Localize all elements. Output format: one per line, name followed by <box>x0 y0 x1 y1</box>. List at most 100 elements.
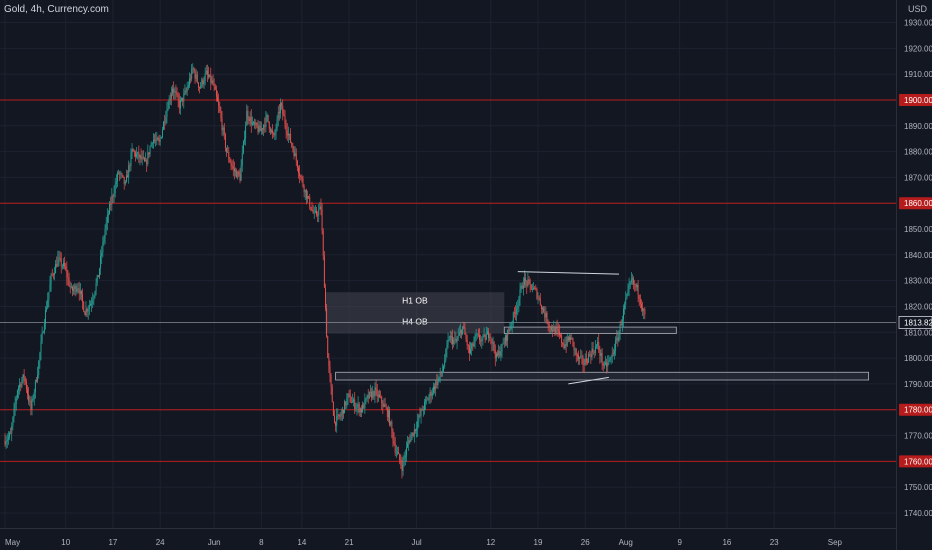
candle-body <box>366 395 368 398</box>
candle-body <box>40 341 42 353</box>
candle <box>173 81 175 100</box>
candle <box>600 349 602 363</box>
candle-body <box>86 308 88 312</box>
candle <box>560 333 561 338</box>
candle-body <box>393 440 395 444</box>
candle <box>465 332 467 343</box>
candle-body <box>485 334 487 341</box>
candle-body <box>615 340 617 351</box>
candle <box>308 195 310 199</box>
candle-body <box>214 86 216 90</box>
candle-body <box>12 417 14 427</box>
candle-body <box>489 336 491 338</box>
candle-body <box>244 138 245 141</box>
level-price-tag <box>899 93 932 106</box>
candle <box>338 414 340 420</box>
candle <box>512 311 514 329</box>
candle <box>301 174 303 183</box>
candle-body <box>46 308 48 311</box>
candle-body <box>482 335 484 339</box>
candle <box>584 353 586 366</box>
candle <box>587 358 588 365</box>
candle <box>59 251 61 262</box>
candle <box>607 355 609 372</box>
candle <box>562 342 564 348</box>
candle-body <box>312 209 314 213</box>
candle <box>623 304 624 327</box>
candle-body <box>535 288 537 290</box>
candle <box>423 398 425 415</box>
candle <box>616 329 618 344</box>
candle <box>459 323 461 338</box>
candle-body <box>209 74 211 77</box>
candle-body <box>143 158 145 162</box>
candle <box>322 228 324 261</box>
candle <box>11 422 13 442</box>
candle <box>118 169 120 175</box>
candle <box>404 449 406 466</box>
candle-body <box>411 432 413 437</box>
candle-body <box>96 275 98 283</box>
candle <box>606 358 608 374</box>
candle <box>152 133 154 149</box>
candle <box>208 66 209 80</box>
candle <box>177 92 179 108</box>
candle-body <box>64 262 66 267</box>
candle <box>526 279 528 295</box>
candle-body <box>303 186 305 193</box>
candle <box>10 427 12 435</box>
candle <box>414 428 416 434</box>
candle <box>213 78 215 92</box>
candle-body <box>585 358 587 363</box>
candle <box>355 402 357 412</box>
candle-body <box>118 172 120 174</box>
candle <box>495 351 497 362</box>
candle <box>629 280 631 289</box>
candle-body <box>623 308 624 320</box>
candle <box>195 69 197 82</box>
candle <box>88 299 90 316</box>
candle-body <box>197 82 199 88</box>
candle <box>443 364 445 373</box>
candle <box>467 344 469 354</box>
candle-body <box>499 350 501 356</box>
candle <box>224 132 226 152</box>
candle <box>249 111 251 127</box>
candle-body <box>398 452 400 454</box>
candle-body <box>11 426 13 434</box>
candle-body <box>609 358 611 361</box>
candle-body <box>536 289 538 298</box>
candle <box>99 267 100 280</box>
candle <box>502 337 504 345</box>
candle <box>272 124 274 139</box>
candle <box>200 81 202 90</box>
candle-body <box>87 308 89 312</box>
candle <box>357 396 359 414</box>
candle <box>441 363 443 377</box>
candle-body <box>154 139 156 141</box>
candle <box>274 129 276 141</box>
candle-body <box>637 284 639 295</box>
candle-body <box>181 97 182 101</box>
candle-body <box>413 429 415 436</box>
candle <box>96 274 98 287</box>
candle <box>127 170 129 178</box>
candle <box>614 343 615 360</box>
candle <box>525 273 527 288</box>
candle <box>543 306 545 314</box>
candle <box>90 300 91 306</box>
candle-body <box>235 170 236 172</box>
candle <box>178 93 180 114</box>
trendline <box>568 376 609 385</box>
candle <box>287 126 289 144</box>
candle-body <box>188 78 190 86</box>
candle <box>599 345 601 364</box>
candle-body <box>374 387 376 397</box>
candle <box>140 148 142 163</box>
candle-body <box>597 341 599 346</box>
candle <box>305 188 307 205</box>
candle <box>542 306 543 315</box>
candle-body <box>479 334 480 341</box>
